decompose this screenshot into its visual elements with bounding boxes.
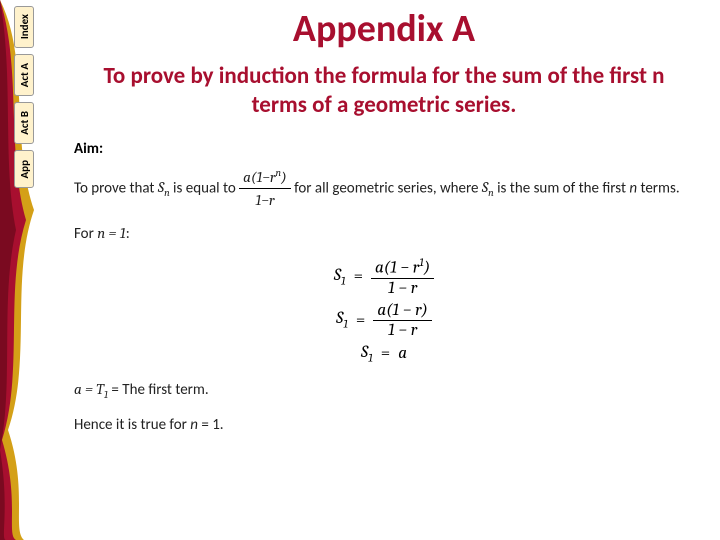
aim-after: for all geometric series, where bbox=[291, 179, 482, 197]
tab-index[interactable]: Index bbox=[14, 6, 34, 48]
aim-n: n bbox=[629, 179, 637, 197]
aim-tail: is the sum of the first bbox=[494, 179, 630, 197]
equation-3: S1 = a bbox=[74, 343, 694, 364]
main-content: Appendix A To prove by induction the for… bbox=[56, 0, 712, 456]
first-term-line: a = T1 = The first term. bbox=[74, 378, 694, 404]
equation-2: S1 = a(1 − r)1 − r bbox=[74, 301, 694, 340]
aim-label: Aim: bbox=[74, 140, 694, 158]
hence-line: Hence it is true for n = 1. bbox=[74, 414, 694, 437]
aim-sn2: Sn bbox=[482, 178, 494, 196]
tab-act-a-label: Act A bbox=[18, 63, 31, 87]
aim-end: terms. bbox=[637, 179, 680, 197]
aim-sn: Sn bbox=[158, 178, 170, 196]
aim-fraction: a(1−rn)1−r bbox=[239, 166, 291, 212]
tab-act-b[interactable]: Act B bbox=[14, 102, 34, 144]
aim-mid: is equal to bbox=[170, 179, 240, 197]
tab-act-a[interactable]: Act A bbox=[14, 54, 34, 96]
sidebar: Index Act A Act B App bbox=[0, 0, 48, 540]
page-title: Appendix A bbox=[74, 6, 694, 52]
aim-prefix: To prove that bbox=[74, 179, 158, 197]
tab-app[interactable]: App bbox=[14, 150, 34, 188]
equation-1: S1 = a(1 − r1)1 − r bbox=[74, 255, 694, 298]
for-n-equals-1: For n = 1: bbox=[74, 222, 694, 246]
equation-block: S1 = a(1 − r1)1 − r S1 = a(1 − r)1 − r S… bbox=[74, 255, 694, 364]
aim-text: To prove that Sn is equal to a(1−rn)1−r … bbox=[74, 166, 694, 212]
page-subtitle: To prove by induction the formula for th… bbox=[74, 62, 694, 120]
tab-index-label: Index bbox=[18, 14, 31, 39]
tab-act-b-label: Act B bbox=[18, 111, 31, 135]
tab-app-label: App bbox=[18, 160, 31, 178]
